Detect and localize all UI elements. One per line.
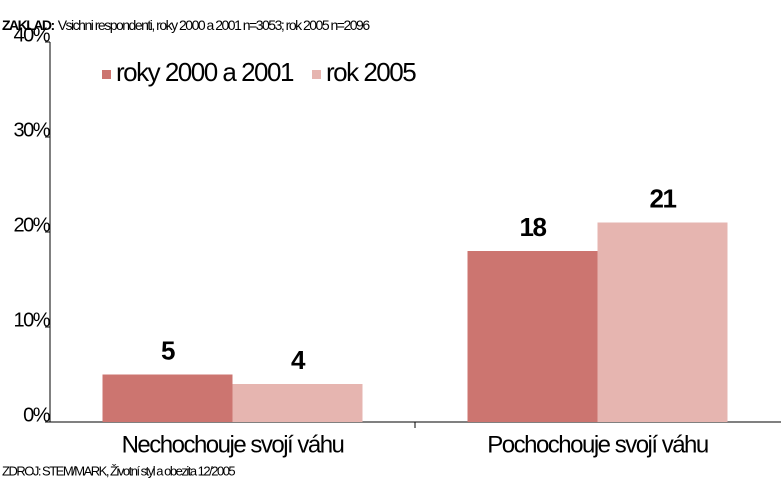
bar [597,222,728,422]
bar [102,374,233,422]
bar [467,251,598,422]
y-tick-label: 10% [13,309,50,331]
legend-label: roky 2000 a 2001 [116,57,294,87]
base-label: ZAKLAD: [2,17,55,33]
x-tick-label: Pochochouje svojí váhu [487,431,708,458]
y-tick-label: 20% [13,214,50,236]
source: ZDROJ: STEM/MARK, Životní styl a obezita… [2,463,235,478]
legend-label: rok 2005 [326,57,416,87]
data-label: 21 [650,183,677,213]
y-tick-label: 0% [23,404,51,426]
x-tick-label: Nechochouje svojí váhu [122,431,344,458]
data-label: 5 [161,335,175,365]
subtitle: ZAKLAD: Vsichni respondenti, roky 2000 a … [2,17,370,33]
legend-swatch [312,70,321,79]
data-label: 4 [291,345,306,375]
bar [232,384,363,422]
data-label: 18 [520,212,547,242]
legend-swatch [102,70,111,79]
y-tick-label: 30% [13,119,50,141]
base-text: Vsichni respondenti, roky 2000 a 2001 n=… [58,17,371,33]
y-tick-label: 40% [13,24,50,46]
